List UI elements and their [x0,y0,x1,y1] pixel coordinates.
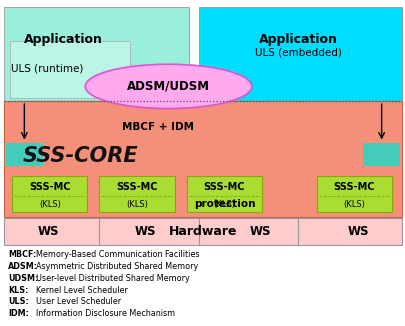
Text: SSS-CORE: SSS-CORE [22,146,138,167]
Text: ULS (runtime): ULS (runtime) [11,64,83,73]
Text: Memory-Based Communication Facilities: Memory-Based Communication Facilities [36,250,199,259]
Text: ULS (embedded): ULS (embedded) [254,47,341,57]
Text: KLS:: KLS: [8,286,28,295]
FancyBboxPatch shape [4,101,401,217]
Text: IDM:: IDM: [8,309,29,318]
Text: MBCF:: MBCF: [8,250,36,259]
Ellipse shape [85,64,251,109]
Text: Application: Application [258,33,337,46]
FancyBboxPatch shape [186,176,261,212]
FancyBboxPatch shape [316,176,391,212]
FancyBboxPatch shape [99,176,174,212]
Text: Hardware: Hardware [168,225,237,238]
FancyBboxPatch shape [4,7,188,103]
Text: Information Disclosure Mechanism: Information Disclosure Mechanism [36,309,175,318]
Text: Application: Application [23,33,102,46]
Text: SSS-MC: SSS-MC [203,182,245,192]
Text: ADSM/UDSM: ADSM/UDSM [127,80,209,93]
Text: (KLS): (KLS) [126,200,147,209]
Text: MBCF + IDM: MBCF + IDM [122,122,194,132]
Text: WS: WS [347,225,368,238]
Text: (KLS): (KLS) [343,200,364,209]
Text: Asymmetric Distributed Shared Memory: Asymmetric Distributed Shared Memory [36,262,198,271]
Text: WS: WS [249,225,271,238]
FancyBboxPatch shape [4,218,401,245]
Text: (KLS): (KLS) [39,200,60,209]
Text: WS: WS [134,225,156,238]
Text: WS: WS [37,225,58,238]
FancyBboxPatch shape [362,143,399,166]
Text: ADSM:: ADSM: [8,262,38,271]
Text: Kernel Level Scheduler: Kernel Level Scheduler [36,286,127,295]
Text: SSS-MC: SSS-MC [333,182,374,192]
Text: User-level Distributed Shared Memory: User-level Distributed Shared Memory [36,274,189,283]
Text: protection: protection [194,199,255,209]
FancyBboxPatch shape [12,176,87,212]
Text: User Level Scheduler: User Level Scheduler [36,297,121,306]
Text: UDSM:: UDSM: [8,274,38,283]
FancyBboxPatch shape [198,7,401,103]
FancyBboxPatch shape [6,143,43,166]
Text: SSS-MC: SSS-MC [29,182,70,192]
FancyBboxPatch shape [10,41,130,98]
Text: (KLS): (KLS) [213,200,234,209]
Text: ULS:: ULS: [8,297,29,306]
Text: SSS-MC: SSS-MC [116,182,158,192]
